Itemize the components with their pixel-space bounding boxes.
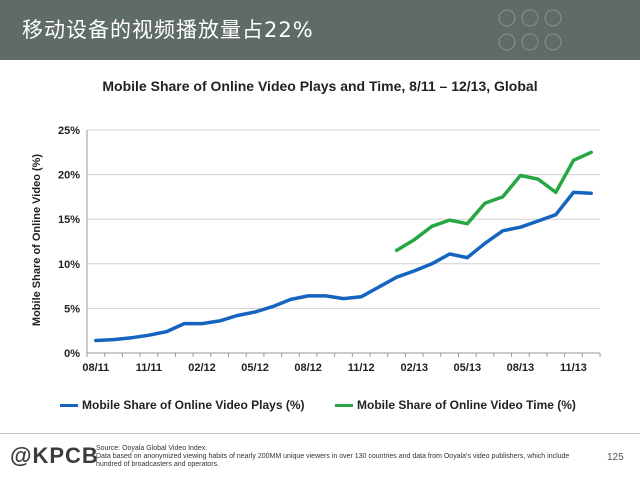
data-point	[218, 319, 221, 323]
source-line-1: Source: Ooyala Global Video Index.	[96, 445, 208, 452]
data-point	[536, 219, 540, 223]
data-point	[165, 330, 168, 333]
x-tick-label: 02/13	[400, 362, 428, 374]
line-chart: 0% 5% 10% 15% 20% 25% 08/11 11/11 02/12 05/12 08/1…	[31, 125, 601, 374]
y-tick-label: 10%	[58, 259, 80, 271]
x-tick-label: 05/13	[454, 362, 482, 374]
series-lines	[94, 150, 593, 343]
data-point	[448, 218, 451, 222]
data-point	[289, 298, 292, 301]
data-point	[306, 294, 310, 298]
data-point	[466, 256, 469, 259]
axes: 0% 5% 10% 15% 20% 25% 08/11 11/11 02/12 05/12 08/1…	[58, 125, 601, 374]
data-point	[430, 225, 434, 228]
data-point	[519, 174, 522, 177]
data-point	[147, 333, 151, 337]
y-tick-label: 15%	[58, 214, 80, 226]
data-point	[589, 192, 593, 195]
data-point	[130, 336, 133, 340]
data-point	[324, 294, 328, 298]
banner-title: 移动设备的视频播放量占22%	[22, 18, 314, 42]
data-point	[413, 269, 416, 273]
data-point	[501, 229, 504, 232]
y-tick-label: 25%	[58, 125, 80, 137]
data-point	[501, 195, 504, 199]
chart-legend: Mobile Share of Online Video Plays (%) M…	[0, 398, 640, 414]
data-point	[200, 322, 204, 325]
kpcb-logo: @KPCB	[10, 443, 99, 468]
data-point	[572, 159, 575, 162]
data-point	[466, 222, 469, 225]
legend-label-time: Mobile Share of Online Video Time (%)	[357, 398, 576, 412]
data-point	[342, 297, 345, 300]
x-tick-label: 11/13	[560, 362, 587, 374]
gridlines	[87, 129, 600, 354]
y-tick-label: 5%	[64, 303, 80, 315]
x-tick-label: 11/12	[348, 362, 375, 374]
series-line-0	[94, 190, 593, 343]
data-point	[377, 285, 381, 289]
legend-swatch-time	[335, 403, 353, 407]
data-point	[395, 249, 398, 252]
data-point	[430, 262, 434, 265]
data-point	[483, 242, 487, 245]
data-point	[271, 305, 274, 308]
data-point	[448, 252, 451, 256]
data-point	[554, 213, 557, 216]
x-tick-label: 11/11	[136, 362, 162, 374]
data-point	[395, 275, 398, 279]
legend-item-plays: Mobile Share of Online Video Plays (%)	[60, 398, 305, 412]
data-point	[572, 191, 575, 194]
data-point	[589, 151, 593, 154]
y-axis-label: Mobile Share of Online Video (%)	[31, 154, 43, 326]
data-point	[536, 177, 540, 181]
chart-title: Mobile Share of Online Video Plays and T…	[102, 78, 538, 94]
data-point	[253, 310, 257, 314]
data-point	[483, 201, 487, 205]
x-tick-label: 08/11	[82, 362, 109, 374]
data-point	[236, 314, 239, 317]
x-tick-label: 08/12	[294, 362, 322, 374]
legend-item-time: Mobile Share of Online Video Time (%)	[335, 398, 576, 412]
header-banner: 移动设备的视频播放量占22%	[0, 0, 640, 60]
decorative-pattern-icon	[498, 9, 562, 51]
y-tick-label: 20%	[58, 170, 80, 182]
data-point	[359, 295, 363, 299]
footer-divider	[0, 433, 640, 434]
x-tick-label: 08/13	[507, 362, 535, 374]
data-point	[554, 191, 557, 194]
data-point	[183, 322, 186, 325]
legend-swatch-plays	[60, 403, 78, 407]
data-point	[519, 226, 522, 229]
page-number: 125	[607, 452, 624, 463]
x-tick-label: 05/12	[241, 362, 269, 374]
series-line-1	[394, 150, 593, 253]
x-tick-label: 02/12	[188, 362, 216, 374]
legend-label-plays: Mobile Share of Online Video Plays (%)	[82, 398, 305, 412]
source-note: Source: Ooyala Global Video Index. Data …	[96, 445, 586, 469]
source-line-2: Data based on anonymized viewing habits …	[96, 453, 570, 468]
data-point	[94, 339, 98, 342]
y-tick-label: 0%	[64, 348, 80, 360]
data-point	[112, 338, 115, 341]
data-point	[413, 238, 416, 241]
